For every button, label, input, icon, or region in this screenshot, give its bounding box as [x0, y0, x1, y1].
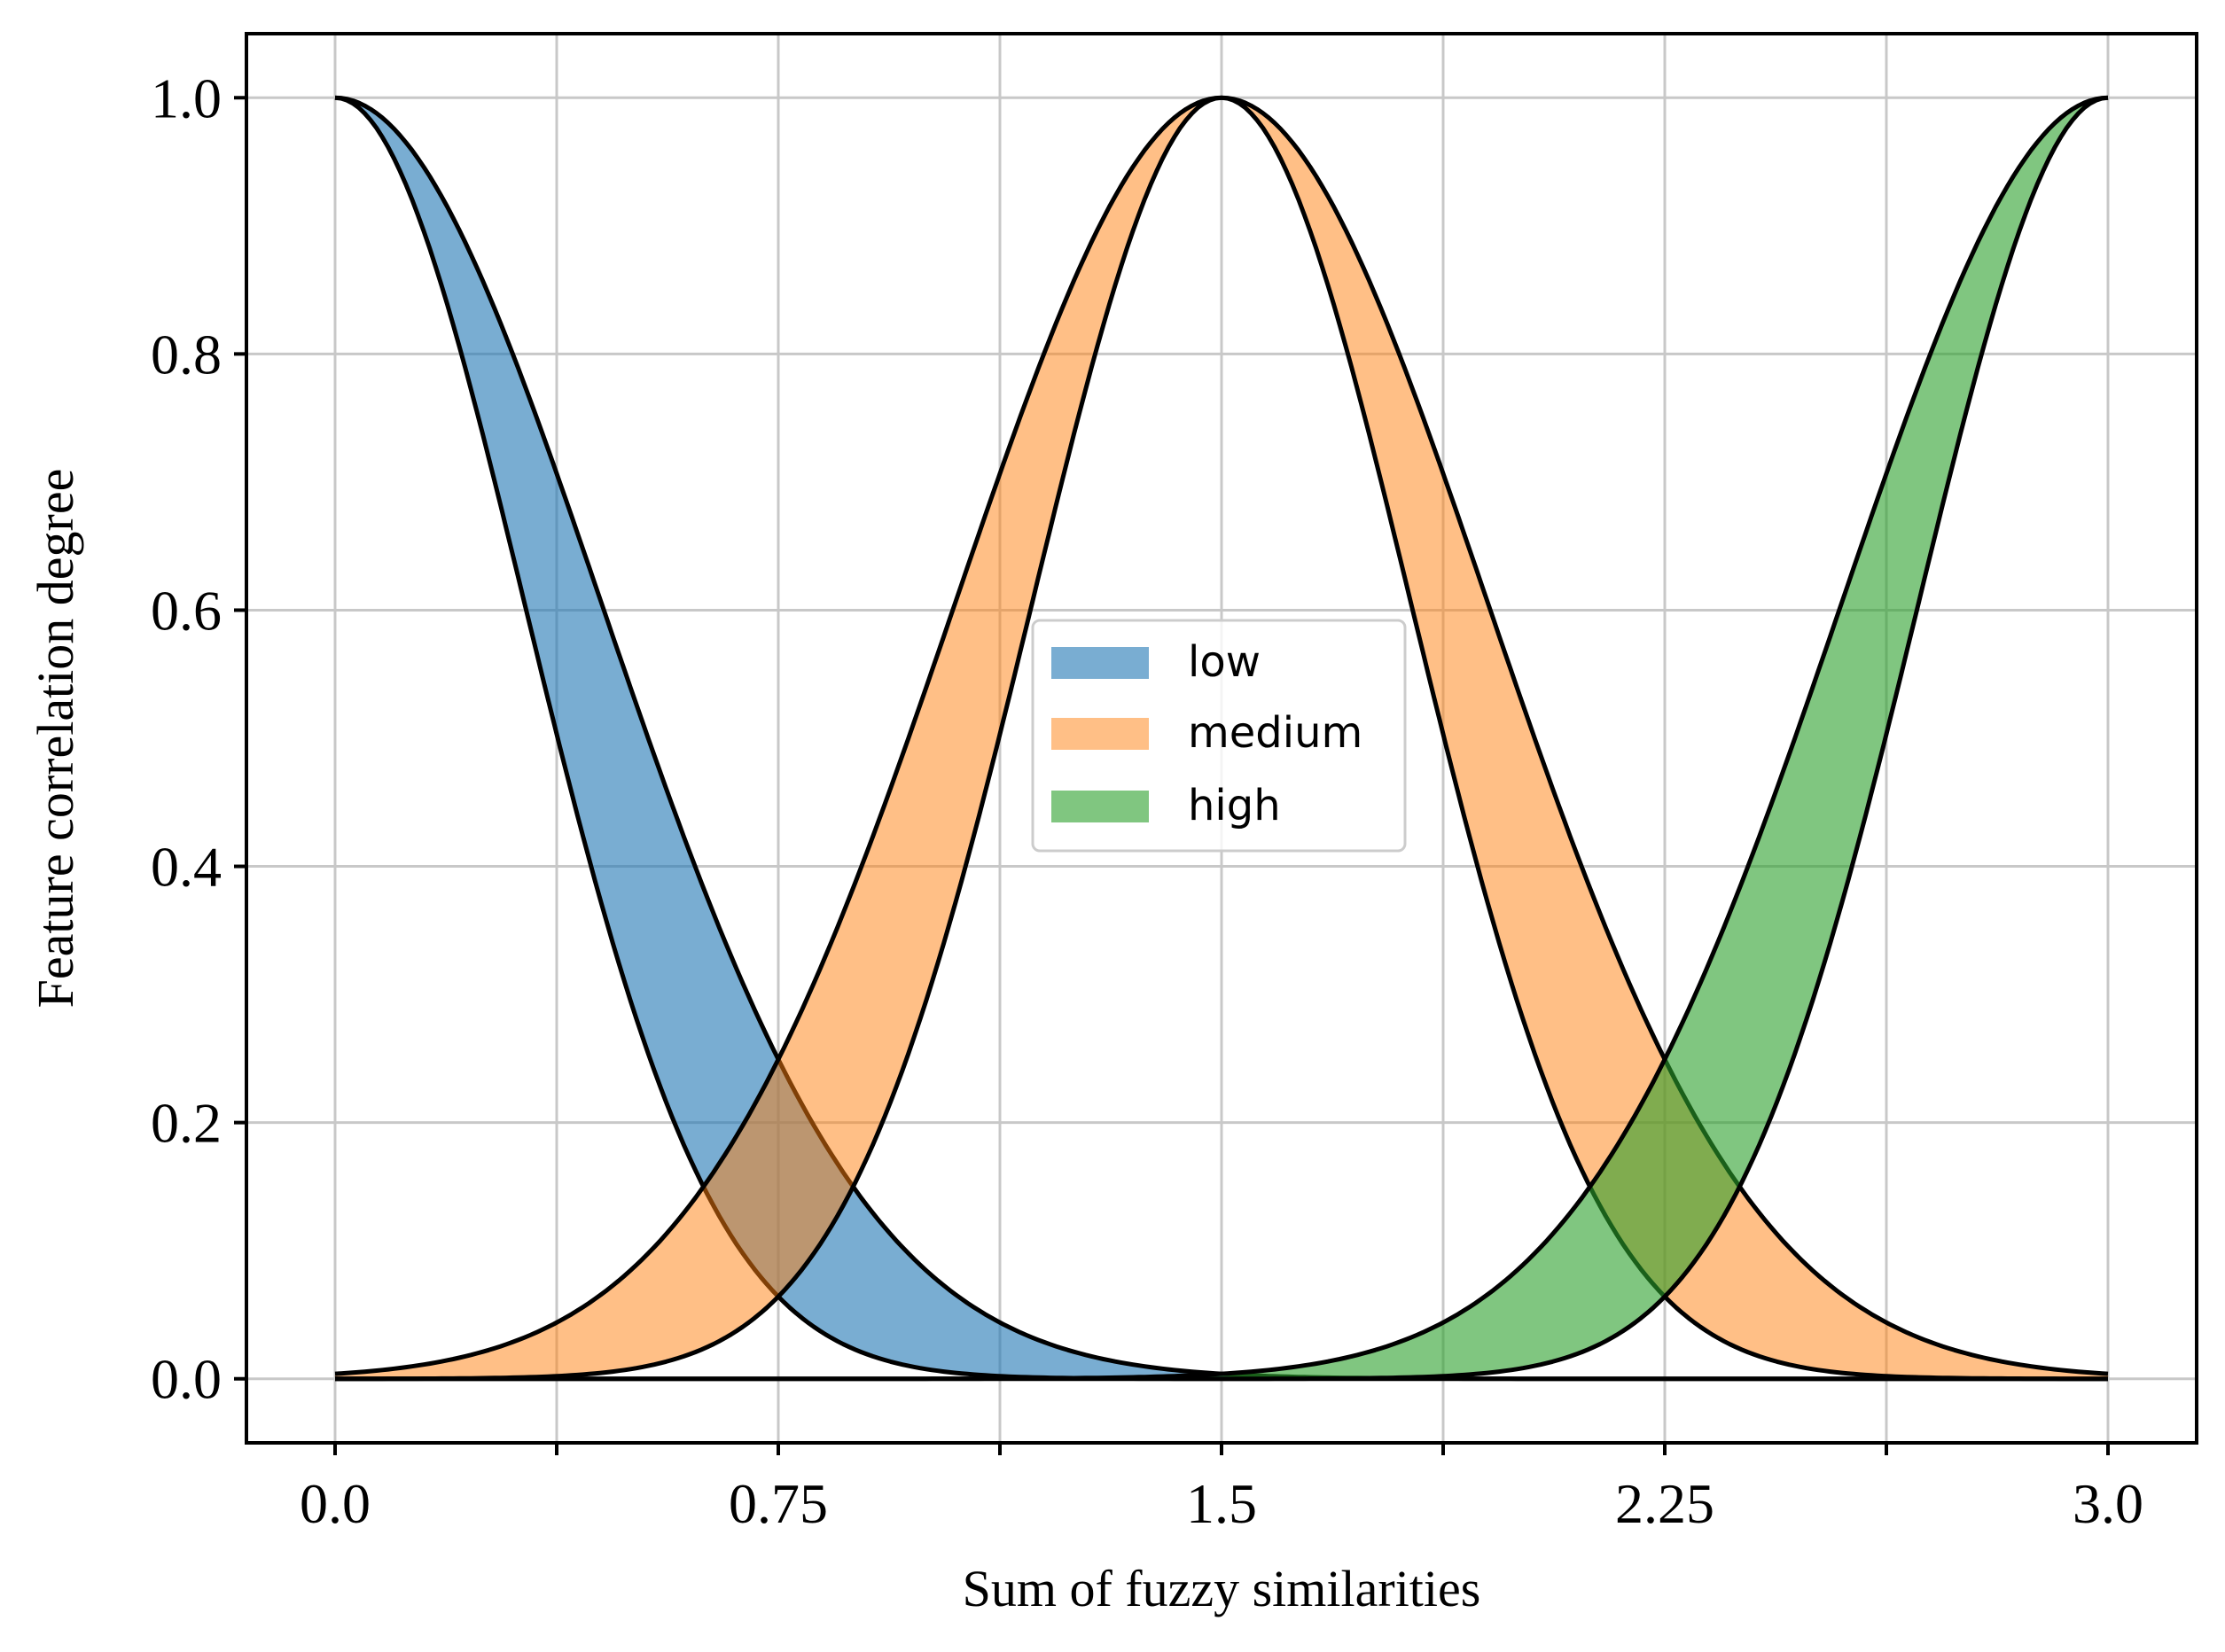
legend-swatch-low: [1051, 647, 1149, 679]
tick-labels: 0.0 0.2 0.4 0.6 0.8 1.0 0.0 0.75 1.5 2.25 3.0: [151, 66, 2143, 1535]
x-tick-label: 3.0: [2073, 1472, 2143, 1535]
x-tick-label: 0.75: [729, 1472, 828, 1535]
x-tick-label: 1.5: [1186, 1472, 1257, 1535]
legend-label-high: high: [1188, 781, 1281, 830]
x-axis-label: Sum of fuzzy similarities: [963, 1560, 1481, 1617]
legend-swatch-medium: [1051, 718, 1149, 750]
legend-label-low: low: [1188, 637, 1261, 687]
y-tick-label: 0.6: [151, 579, 222, 642]
y-tick-label: 0.0: [151, 1348, 222, 1411]
y-axis-label: Feature correlation degree: [27, 469, 84, 1009]
y-tick-label: 0.8: [151, 323, 222, 386]
y-tick-label: 1.0: [151, 66, 222, 129]
series-high-lower-edge: [335, 95, 2109, 1382]
legend-label-medium: medium: [1188, 708, 1362, 758]
axis-ticks: [234, 96, 2110, 1455]
legend: low medium high: [1031, 619, 1407, 853]
x-tick-label: 2.25: [1615, 1472, 1714, 1535]
series-bands: [334, 95, 2109, 1382]
y-tick-label: 0.2: [151, 1092, 222, 1155]
legend-swatch-high: [1051, 791, 1149, 822]
y-tick-label: 0.4: [151, 836, 222, 899]
x-tick-label: 0.0: [300, 1472, 371, 1535]
series-medium-lower-edge: [335, 95, 2108, 1382]
